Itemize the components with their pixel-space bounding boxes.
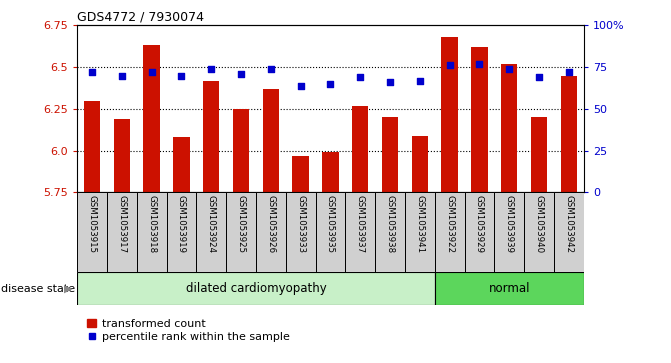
Bar bbox=[107, 192, 137, 272]
Text: ▶: ▶ bbox=[64, 284, 72, 294]
Legend: transformed count, percentile rank within the sample: transformed count, percentile rank withi… bbox=[83, 314, 294, 346]
Text: GSM1053915: GSM1053915 bbox=[87, 195, 97, 253]
Point bbox=[236, 71, 246, 77]
Bar bbox=[77, 272, 435, 305]
Text: GSM1053926: GSM1053926 bbox=[266, 195, 275, 253]
Bar bbox=[197, 192, 226, 272]
Bar bbox=[84, 101, 100, 192]
Text: GSM1053937: GSM1053937 bbox=[356, 195, 365, 253]
Point bbox=[266, 66, 276, 72]
Bar bbox=[315, 192, 346, 272]
Bar bbox=[293, 156, 309, 192]
Bar bbox=[203, 81, 219, 192]
Bar bbox=[113, 119, 130, 192]
Bar bbox=[501, 64, 517, 192]
Text: GSM1053938: GSM1053938 bbox=[386, 195, 395, 253]
Bar bbox=[233, 109, 249, 192]
Bar bbox=[322, 152, 339, 192]
Text: GSM1053942: GSM1053942 bbox=[564, 195, 574, 253]
Point bbox=[533, 74, 544, 80]
Bar bbox=[262, 89, 279, 192]
Point bbox=[176, 73, 187, 78]
Text: normal: normal bbox=[488, 282, 530, 295]
Text: GSM1053935: GSM1053935 bbox=[326, 195, 335, 253]
Point bbox=[117, 73, 127, 78]
Bar bbox=[166, 192, 197, 272]
Point bbox=[355, 74, 366, 80]
Bar bbox=[561, 76, 577, 192]
Text: GSM1053940: GSM1053940 bbox=[535, 195, 544, 253]
Point bbox=[146, 69, 157, 75]
Bar bbox=[435, 272, 584, 305]
Point bbox=[564, 69, 574, 75]
Point bbox=[295, 83, 306, 89]
Bar bbox=[137, 192, 166, 272]
Text: GSM1053918: GSM1053918 bbox=[147, 195, 156, 253]
Bar bbox=[144, 45, 160, 192]
Bar bbox=[352, 106, 368, 192]
Text: GSM1053919: GSM1053919 bbox=[177, 195, 186, 253]
Point bbox=[87, 69, 97, 75]
Text: GSM1053922: GSM1053922 bbox=[445, 195, 454, 253]
Point bbox=[384, 79, 395, 85]
Bar bbox=[524, 192, 554, 272]
Bar bbox=[173, 137, 190, 192]
Point bbox=[504, 66, 515, 72]
Bar bbox=[435, 192, 464, 272]
Point bbox=[325, 81, 336, 87]
Text: GSM1053933: GSM1053933 bbox=[296, 195, 305, 253]
Bar bbox=[554, 192, 584, 272]
Text: GDS4772 / 7930074: GDS4772 / 7930074 bbox=[77, 11, 204, 24]
Text: GSM1053924: GSM1053924 bbox=[207, 195, 216, 253]
Text: disease state: disease state bbox=[1, 284, 75, 294]
Bar bbox=[442, 37, 458, 192]
Bar bbox=[464, 192, 495, 272]
Bar bbox=[382, 117, 399, 192]
Text: GSM1053925: GSM1053925 bbox=[237, 195, 246, 253]
Bar bbox=[375, 192, 405, 272]
Text: GSM1053941: GSM1053941 bbox=[415, 195, 424, 253]
Text: GSM1053917: GSM1053917 bbox=[117, 195, 126, 253]
Bar bbox=[346, 192, 375, 272]
Text: GSM1053939: GSM1053939 bbox=[505, 195, 514, 253]
Text: dilated cardiomyopathy: dilated cardiomyopathy bbox=[186, 282, 326, 295]
Bar bbox=[412, 136, 428, 192]
Bar bbox=[226, 192, 256, 272]
Bar bbox=[77, 192, 107, 272]
Point bbox=[444, 62, 455, 68]
Bar bbox=[405, 192, 435, 272]
Bar bbox=[531, 117, 548, 192]
Bar bbox=[256, 192, 286, 272]
Point bbox=[474, 61, 485, 67]
Bar bbox=[495, 192, 524, 272]
Bar bbox=[286, 192, 315, 272]
Point bbox=[415, 78, 425, 83]
Bar bbox=[471, 47, 488, 192]
Text: GSM1053929: GSM1053929 bbox=[475, 195, 484, 253]
Point bbox=[206, 66, 217, 72]
